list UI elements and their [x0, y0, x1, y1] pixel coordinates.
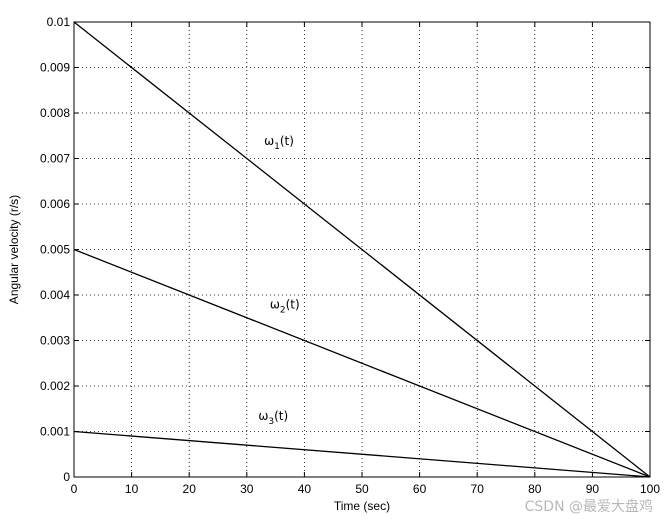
- y-tick-label: 0.006: [40, 197, 70, 211]
- y-tick-label: 0.004: [40, 288, 70, 302]
- y-tick-label: 0: [63, 470, 70, 484]
- y-tick-label: 0.007: [40, 152, 70, 166]
- series-line-1: [73, 21, 651, 478]
- x-tick-label: 60: [413, 482, 427, 496]
- y-axis-label: Angular velocity (r/s): [7, 195, 21, 304]
- x-tick-label: 40: [298, 482, 312, 496]
- series-label-2: ω2(t): [270, 298, 300, 316]
- watermark-text: CSDN @最爱大盘鸡: [524, 499, 653, 515]
- y-tick-label: 0.008: [40, 106, 70, 120]
- x-tick-label: 100: [640, 482, 660, 496]
- series-line-2: [73, 248, 651, 478]
- y-tick-label: 0.01: [47, 15, 71, 29]
- x-tick-label: 30: [240, 482, 254, 496]
- series-label-1: ω1(t): [264, 134, 294, 152]
- x-tick-label: 10: [125, 482, 139, 496]
- axis-ticks: 0 10 20 30 40 50 60 70 80 90 100 0 0.001 0.002 0.003 0.…: [40, 15, 660, 496]
- y-tick-label: 0.009: [40, 61, 70, 75]
- series-line-3: [73, 430, 651, 478]
- x-tick-label: 50: [355, 482, 369, 496]
- y-tick-label: 0.003: [40, 334, 70, 348]
- x-axis-label: Time (sec): [334, 499, 390, 513]
- series-label-3: ω3(t): [258, 409, 288, 427]
- x-tick-label: 70: [471, 482, 485, 496]
- y-tick-label: 0.002: [40, 379, 70, 393]
- y-tick-label: 0.005: [40, 243, 70, 257]
- x-tick-label: 80: [528, 482, 542, 496]
- x-tick-label: 20: [183, 482, 197, 496]
- y-tick-label: 0.001: [40, 425, 70, 439]
- x-tick-label: 0: [71, 482, 78, 496]
- series-lines: ω1(t) ω2(t) ω3(t): [73, 21, 651, 478]
- x-tick-label: 90: [586, 482, 600, 496]
